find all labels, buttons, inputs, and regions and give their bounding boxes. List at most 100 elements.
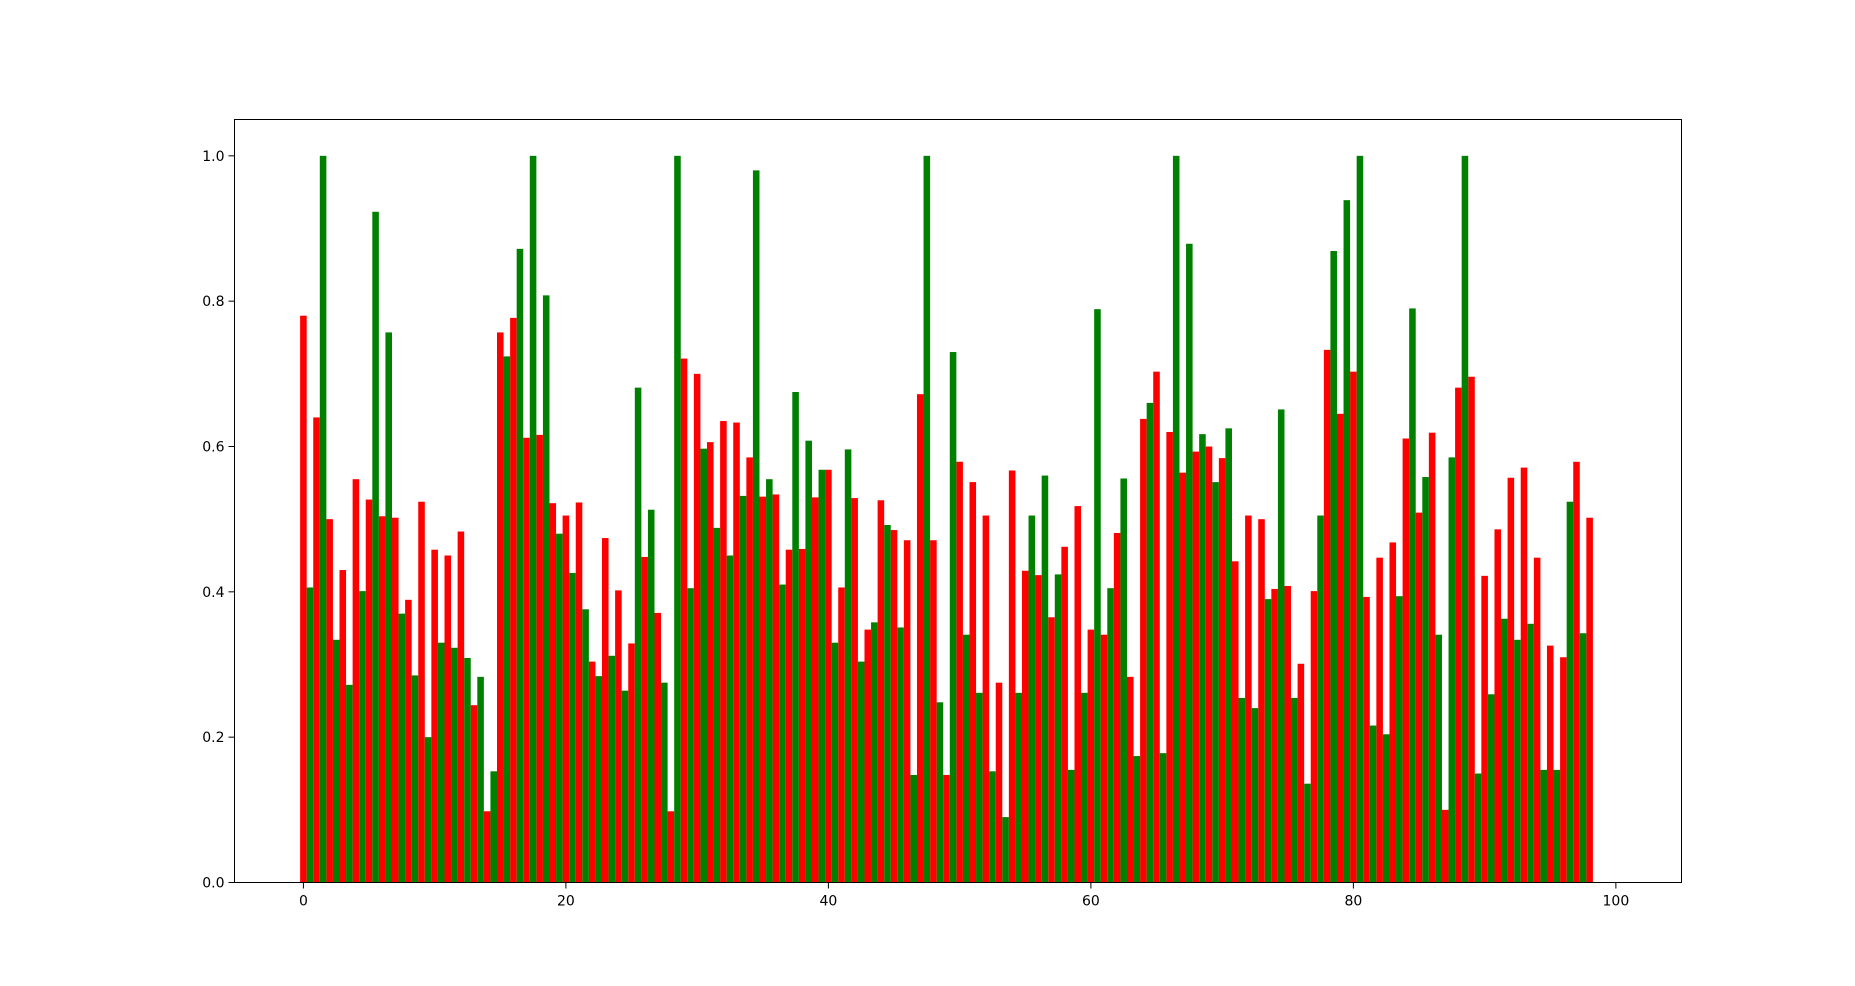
bar-series2-50 xyxy=(962,634,970,883)
bar-series1-43 xyxy=(864,629,872,883)
bar-series2-66 xyxy=(1172,155,1180,883)
bar-series1-57 xyxy=(1048,617,1055,883)
bar-series1-68 xyxy=(1192,451,1200,883)
bar-series1-67 xyxy=(1179,472,1187,883)
bar-series2-4 xyxy=(359,591,366,883)
bar-series1-72 xyxy=(1245,515,1252,883)
bar-series2-55 xyxy=(1028,515,1036,883)
bar-series2-42 xyxy=(857,661,865,883)
bar-series1-26 xyxy=(641,556,648,883)
bar-series1-34 xyxy=(746,457,753,883)
bar-series1-25 xyxy=(628,643,635,883)
x-tick-label: 0 xyxy=(299,894,308,910)
bar-series1-17 xyxy=(523,437,530,883)
bar-series2-33 xyxy=(739,495,747,883)
bar-series1-30 xyxy=(693,373,701,883)
bar-series2-54 xyxy=(1015,692,1022,883)
bar-series1-4 xyxy=(352,479,360,883)
bar-series2-27 xyxy=(661,682,668,883)
bar-series1-41 xyxy=(838,587,845,883)
bar-series2-87 xyxy=(1448,457,1456,883)
bar-series2-23 xyxy=(608,655,616,883)
bar-series1-33 xyxy=(733,422,740,883)
bar-series2-65 xyxy=(1159,753,1167,883)
bar-series2-80 xyxy=(1356,155,1364,883)
bar-series1-36 xyxy=(772,494,780,883)
bar-series1-56 xyxy=(1035,575,1042,883)
x-tick-label: 80 xyxy=(1344,894,1362,910)
bar-series2-63 xyxy=(1133,756,1141,883)
bar-series1-22 xyxy=(588,661,596,883)
bar-series1-1 xyxy=(313,417,320,883)
bar-series1-27 xyxy=(654,612,662,883)
bar-series2-43 xyxy=(871,622,878,883)
bar-series2-0 xyxy=(306,587,314,883)
bar-series1-29 xyxy=(680,358,688,883)
bar-series1-32 xyxy=(720,421,727,883)
bar-series1-96 xyxy=(1560,657,1567,883)
bar-series1-6 xyxy=(378,516,386,883)
bar-series2-2 xyxy=(332,639,340,883)
bar-series1-76 xyxy=(1297,663,1305,883)
bars-group xyxy=(300,155,1593,883)
bar-series2-53 xyxy=(1002,817,1009,883)
bar-series2-12 xyxy=(464,657,471,883)
bar-series1-65 xyxy=(1153,371,1160,883)
bar-series1-49 xyxy=(943,774,950,883)
bar-series2-57 xyxy=(1054,574,1062,883)
bar-series1-78 xyxy=(1323,349,1331,883)
plot-frame xyxy=(234,119,1682,883)
bar-series1-8 xyxy=(405,599,412,883)
bar-series2-17 xyxy=(529,155,537,883)
bar-series1-24 xyxy=(615,590,622,883)
bar-series1-71 xyxy=(1231,561,1239,883)
bar-series2-86 xyxy=(1435,634,1442,883)
bar-series1-79 xyxy=(1336,413,1344,883)
bar-series2-89 xyxy=(1474,773,1482,883)
bar-series2-92 xyxy=(1514,639,1521,883)
bar-series2-73 xyxy=(1264,599,1272,883)
bar-series1-2 xyxy=(326,519,333,883)
bar-series1-12 xyxy=(457,531,465,883)
bar-series1-94 xyxy=(1533,557,1541,883)
bar-series2-59 xyxy=(1081,692,1088,883)
bar-series1-73 xyxy=(1258,519,1265,883)
bar-series1-28 xyxy=(667,811,675,883)
bar-series1-63 xyxy=(1126,676,1134,883)
bar-series2-96 xyxy=(1566,501,1574,883)
y-tick-label: 0.8 xyxy=(202,294,224,310)
bar-series2-29 xyxy=(687,588,694,883)
bar-series2-14 xyxy=(490,771,497,883)
bar-series1-95 xyxy=(1546,645,1554,883)
bar-series1-84 xyxy=(1402,438,1410,883)
y-tick-label: 0.0 xyxy=(202,876,224,892)
bar-series1-59 xyxy=(1074,506,1082,883)
bar-series2-5 xyxy=(372,211,379,883)
bar-series1-7 xyxy=(391,517,399,883)
bar-series2-20 xyxy=(569,572,576,883)
bar-series2-9 xyxy=(424,737,432,883)
bar-series2-40 xyxy=(831,642,839,883)
bar-series1-15 xyxy=(496,332,504,883)
y-tick-label: 1.0 xyxy=(202,149,224,165)
bar-series2-8 xyxy=(411,675,419,883)
bar-series2-78 xyxy=(1330,251,1337,883)
bar-series1-35 xyxy=(759,496,767,883)
bar-series1-44 xyxy=(877,500,885,883)
bar-series1-0 xyxy=(300,315,307,883)
bar-series2-83 xyxy=(1396,596,1403,883)
bar-series2-74 xyxy=(1277,409,1285,883)
bar-series1-85 xyxy=(1415,512,1423,883)
bar-series1-23 xyxy=(601,538,609,883)
bar-series1-75 xyxy=(1284,586,1292,883)
bar-series2-10 xyxy=(437,642,445,883)
bar-series2-39 xyxy=(818,469,826,883)
bar-series1-5 xyxy=(365,499,373,883)
bar-series2-3 xyxy=(346,684,353,883)
bar-series2-28 xyxy=(674,155,681,883)
bar-series2-36 xyxy=(779,584,786,883)
bar-series1-46 xyxy=(903,540,911,883)
bar-series2-51 xyxy=(976,692,983,883)
bar-series2-25 xyxy=(634,387,642,883)
bar-series1-80 xyxy=(1350,371,1357,883)
